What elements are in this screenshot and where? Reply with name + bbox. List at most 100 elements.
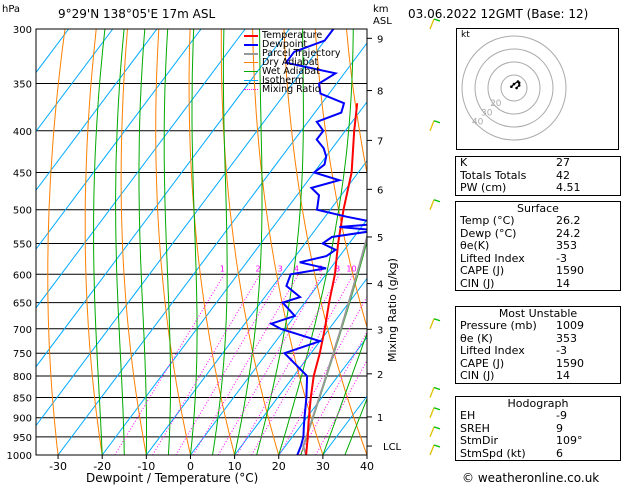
mixing-ratio-line — [192, 274, 299, 455]
wet-adiabat-line — [93, 29, 106, 455]
mixing-ratio-label: 8 — [335, 264, 340, 273]
hodograph-ring — [461, 35, 567, 141]
temperature-line — [305, 103, 359, 455]
row-label: θe(K) — [460, 239, 490, 252]
isotherm-line — [278, 336, 367, 455]
pressure-tick-label: 900 — [13, 414, 32, 425]
hodograph-point — [512, 82, 516, 86]
hodograph-unit: kt — [461, 30, 470, 40]
wet-adiabat-line — [163, 29, 171, 455]
wind-barb — [429, 120, 435, 132]
altitude-unit-top: km — [373, 4, 389, 15]
legend-swatch — [244, 71, 258, 72]
mixing-ratio-label: 15 — [372, 264, 382, 273]
row-value: 353 — [556, 331, 577, 345]
legend-item: Wet Adiabat — [244, 67, 340, 76]
table-row: PW (cm) 4.51 — [456, 181, 620, 195]
mixing-ratio-label: 4 — [294, 264, 299, 273]
isotherm-line — [57, 42, 367, 455]
row-value: 1590 — [556, 356, 584, 370]
row-value: 14 — [556, 276, 570, 290]
wind-barb-flag — [433, 426, 441, 430]
x-axis-label: Dewpoint / Temperature (°C) — [86, 471, 259, 485]
altitude-unit-bottom: ASL — [373, 16, 392, 27]
legend-swatch — [244, 89, 258, 90]
indices-table: K 27 Totals Totals 42 PW (cm) 4.51 — [455, 156, 621, 196]
legend-swatch — [244, 80, 258, 81]
hodograph-table: Hodograph EH -9 SREH 9 StmDir 109° StmSpd (kt)… — [455, 396, 621, 461]
temp-tick-label: -20 — [93, 460, 111, 473]
hodograph-table-title: Hodograph — [507, 397, 569, 410]
temp-tick-label: -30 — [49, 460, 67, 473]
most-unstable-table: Most Unstable Pressure (mb) 1009 θe (K) 353… — [455, 306, 621, 384]
wet-adiabat-line — [278, 29, 354, 455]
row-label: StmDir — [460, 434, 499, 447]
isotherm-line — [36, 29, 70, 74]
row-value: 42 — [556, 168, 570, 182]
row-label: CAPE (J) — [460, 264, 505, 277]
footer-copyright: © weatheronline.co.uk — [462, 471, 600, 485]
mixing-ratio-line — [175, 274, 283, 455]
dry-adiabat-line — [314, 29, 367, 329]
table-row: Pressure (mb) 1009 — [456, 319, 620, 333]
plot-frame — [35, 28, 368, 456]
table-row: Lifted Index -3 — [456, 252, 620, 266]
dry-adiabat-line — [188, 29, 236, 455]
pressure-unit: hPa — [2, 4, 21, 15]
row-label: CIN (J) — [460, 276, 495, 290]
dry-adiabat-line — [155, 29, 191, 455]
row-value: 26.2 — [556, 214, 581, 227]
legend-label: Isotherm — [262, 75, 305, 86]
wind-barb-flag — [433, 318, 441, 322]
row-label: K — [460, 156, 468, 169]
pressure-tick-label: 450 — [13, 168, 32, 179]
legend-item: Dry Adiabat — [244, 58, 340, 67]
row-label: CIN (J) — [460, 369, 495, 382]
table-row: Temp (°C) 26.2 — [456, 214, 620, 228]
parcel-trajectory-line — [302, 233, 367, 455]
dewpoint-line — [268, 29, 367, 455]
table-row: CAPE (J) 1590 — [456, 264, 620, 278]
row-value: 1009 — [556, 319, 584, 332]
surface-title: Surface — [517, 202, 559, 215]
row-value: 1590 — [556, 264, 584, 277]
row-label: Dewp (°C) — [460, 226, 517, 240]
legend-label: Temperature — [262, 30, 323, 41]
hodograph-point — [517, 84, 521, 87]
wet-adiabat-line — [190, 29, 198, 455]
table-row: CIN (J) 14 — [456, 276, 620, 291]
row-value: 14 — [556, 369, 570, 382]
row-label: SREH — [460, 421, 490, 435]
temp-tick-label: 40 — [360, 460, 374, 473]
isotherm-line — [101, 101, 367, 455]
altitude-tick-label: 8 — [377, 87, 383, 98]
wind-barb — [429, 199, 435, 210]
altitude-tick-label: 1 — [377, 413, 383, 424]
hodograph-point — [515, 86, 518, 90]
legend-item: Isotherm — [244, 76, 340, 85]
pressure-tick-label: 300 — [13, 25, 32, 36]
hodograph-ring — [487, 61, 541, 115]
row-value: 4.51 — [556, 181, 581, 194]
isotherm-line — [36, 29, 290, 368]
pressure-tick-label: 550 — [13, 239, 32, 250]
hodograph-ring — [474, 48, 554, 128]
station-title: 9°29'N 138°05'E 17m ASL — [58, 7, 216, 21]
row-label: CAPE (J) — [460, 356, 505, 370]
table-row: K 27 — [456, 156, 620, 170]
row-value: -3 — [556, 344, 567, 357]
wind-barb — [429, 18, 435, 30]
dry-adiabat-line — [283, 29, 367, 455]
altitude-tick-label: 2 — [377, 370, 383, 381]
mixing-ratio-line — [217, 274, 323, 455]
row-label: EH — [460, 409, 476, 422]
temp-tick-label: 10 — [228, 460, 242, 473]
altitude-tick-label: 5 — [377, 233, 383, 244]
wind-barb-flag — [433, 444, 441, 448]
lcl-label: LCL — [383, 442, 402, 453]
legend-label: Dewpoint — [262, 39, 308, 50]
legend-item: Parcel Trajectory — [244, 49, 340, 58]
hodograph-frame — [456, 28, 619, 150]
